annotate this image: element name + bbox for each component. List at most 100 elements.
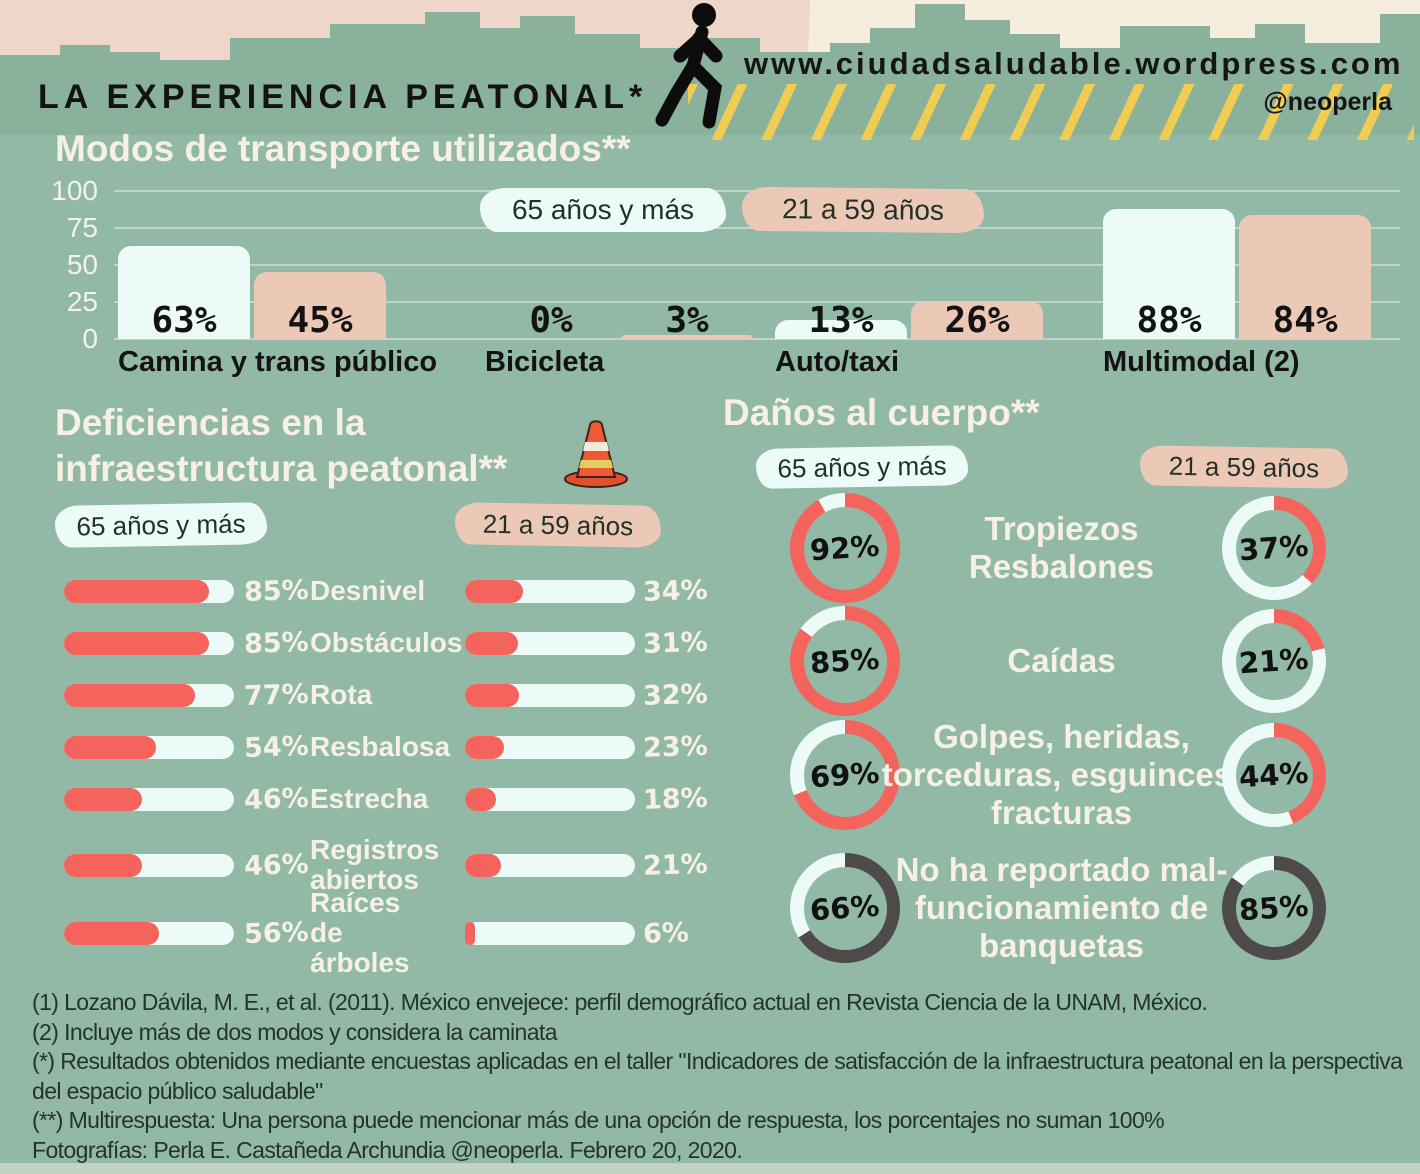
bar-value-label: 46% [243,848,310,882]
bar-track-older [64,853,234,877]
body-damage-row: 85% Caídas 21% [735,603,1395,719]
legend-pill-65: 65 años y más [54,502,268,548]
deficiencias-title-line2: infraestructura peatonal** [55,448,508,489]
bar-track-adult [465,631,635,655]
gridline [114,264,1400,266]
transport-chart-title: Modos de transporte utilizados** [55,128,631,169]
ring-value-label: 21% [1238,641,1310,681]
bar-fill [465,579,523,603]
bar-value-label: 63% [151,300,217,341]
bar-value-label: 6% [642,916,690,950]
y-axis-tick: 50 [66,249,98,280]
bar-value-label: 34% [642,574,709,608]
bar-fill [64,921,160,945]
bar-value-label: 18% [642,782,709,816]
bar-track-adult [465,921,635,945]
gridline [114,301,1400,303]
deficiencias-bar-list: 85% Desnivel 34% 85% Obstáculos 31% 77% Rota 32%… [64,574,744,978]
deficiency-row: 85% Desnivel 34% [64,574,744,608]
deficiencias-title-line1: Deficiencias en la [55,402,366,443]
y-axis-tick: 100 [51,175,98,206]
page-title: LA EXPERIENCIA PEATONAL* [38,78,648,116]
bar-group: 88% 84% Multimodal (2) [1103,186,1371,378]
y-axis-tick: 25 [66,286,98,317]
crosswalk-stripes [688,84,1414,140]
legend-pill-21-59: 21 a 59 años [1139,445,1349,489]
deficiency-row: 56% Raíces de árboles 6% [64,888,744,978]
ring-center: 66% [803,866,887,950]
ring-category-label: Caídas [1007,642,1116,679]
bar [621,335,753,339]
bar-fill [64,853,143,877]
deficiency-row: 46% Estrecha 18% [64,782,744,816]
ring-center: 69% [803,733,887,817]
bar-value-label: 26% [944,300,1010,341]
deficiency-row: 77% Rota 32% [64,678,744,712]
bar [775,320,907,339]
bar-value-label: 23% [642,730,709,764]
traffic-cone-icon [564,420,628,488]
donut-ring: 37% [1222,496,1326,600]
bar-track-older [64,579,234,603]
legend-label: 65 años y más [511,194,695,225]
ring-value-label: 37% [1238,528,1310,568]
bar-fill [64,787,143,811]
legend-label: 65 años y más [76,508,246,541]
footnote: Fotografías: Perla E. Castañeda Archundi… [32,1136,743,1163]
donut-ring: 66% [790,853,900,963]
footnote: (1) Lozano Dávila, M. E., et al. (2011).… [32,989,1208,1015]
bar-fill [64,683,195,707]
bar [1103,209,1235,339]
bar-value-label: 46% [243,782,310,816]
bar-track-adult [465,735,635,759]
bar-category-label: Auto/taxi [775,346,900,378]
bar-category-label: Resbalosa [310,731,451,762]
deficiency-row: 46% Registros abiertos 21% [64,834,744,895]
footnote: (**) Multirespuesta: Una persona puede m… [32,1107,1165,1133]
bar [118,246,250,339]
footnote: (2) Incluye más de dos modos y considera… [32,1018,558,1045]
bar-fill [465,853,501,877]
bottom-strip [0,1163,1420,1174]
deficiency-row: 85% Obstáculos 31% [64,626,744,660]
bar-category-label: Camina y trans público [118,346,438,378]
legend-pill-65: 65 años y más [755,445,969,489]
ring-center: 37% [1235,509,1313,587]
bar-group: 0% 3% Bicicleta [485,186,753,378]
bar-track-adult [465,683,635,707]
donut-ring: 44% [1222,723,1326,827]
bar-value-label: 85% [243,626,310,660]
bar [1239,215,1371,339]
bar [254,272,386,339]
bar-value-label: 21% [642,848,709,882]
bar-fill [64,631,209,655]
bar-fill [465,631,518,655]
footnotes: (1) Lozano Dávila, M. E., et al. (2011).… [32,988,1406,1165]
ring-center: 44% [1235,736,1313,814]
bar-track-adult [465,579,635,603]
y-axis-tick: 75 [66,212,98,243]
bar-category-label: Rota [310,679,373,710]
legend-pill-21-59: 21 a 59 años [454,502,662,548]
bar-category-label: Bicicleta [485,346,605,378]
body-damage-row: 66% No ha reportado mal- funcionamiento d… [735,850,1395,966]
bar-value-label: 84% [1272,300,1338,341]
bar-category-label: Multimodal (2) [1103,346,1300,378]
footnote: (*) Resultados obtenidos mediante encues… [32,1048,1403,1104]
body-damage-row: 69% Golpes, heridas, torceduras, esguince… [735,717,1395,833]
ring-value-label: 85% [1238,888,1310,928]
ring-center: 85% [803,619,887,703]
bar-fill [64,735,156,759]
donut-ring: 85% [790,606,900,716]
body-damage-row: 92% Tropiezos Resbalones 37% [735,490,1395,606]
bar-category-label: Obstáculos [310,627,463,658]
website-url: www.ciudadsaludable.wordpress.com [744,46,1404,81]
bar-value-label: 32% [642,678,709,712]
ring-value-label: 44% [1238,755,1310,795]
ring-category-label: Tropiezos Resbalones [968,510,1155,585]
bar-category-label: Registros abiertos [310,834,440,895]
bar-track-adult [465,787,635,811]
ring-category-label: Golpes, heridas, torceduras, esguinces, … [881,718,1242,831]
legend-pill-21-59: 21 a 59 años [741,186,985,234]
